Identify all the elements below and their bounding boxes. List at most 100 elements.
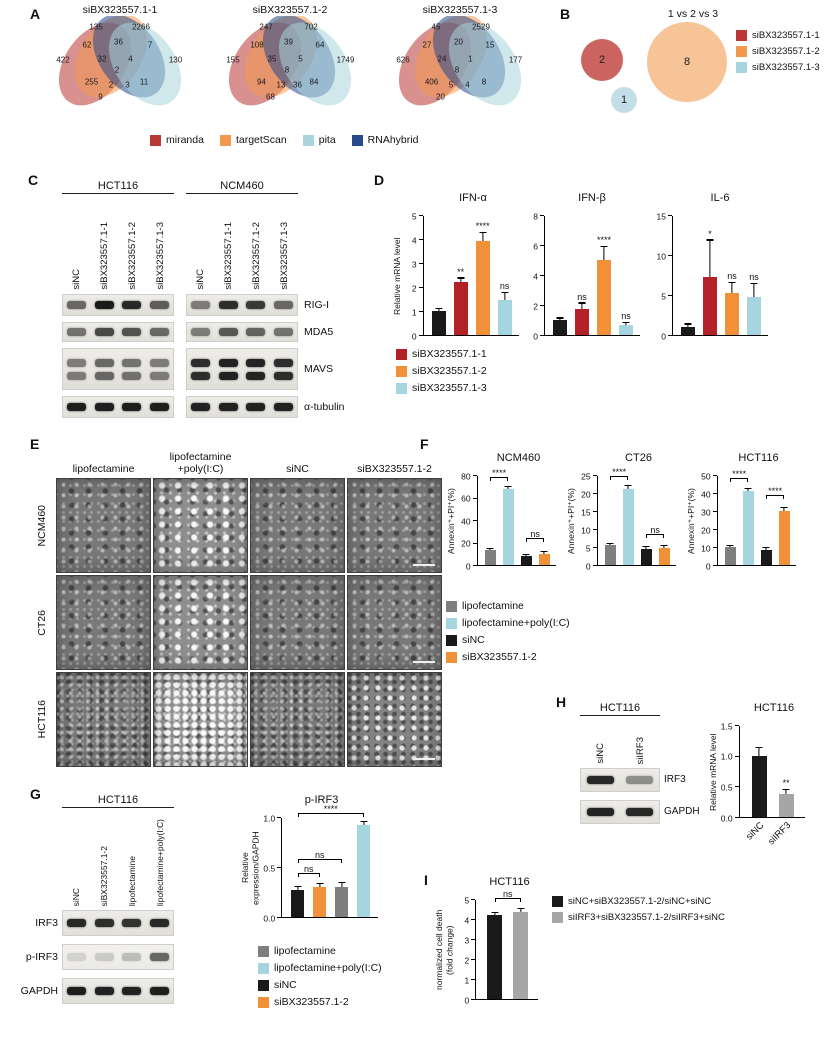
blot-band [215, 397, 243, 417]
micro-image-r3-c1 [56, 672, 151, 767]
y-axis-label: Relative mRNA level [392, 237, 402, 315]
error-bar-cap [762, 547, 770, 549]
y-tick-label: 4 [411, 234, 417, 245]
venn-count: 35 [267, 54, 277, 64]
error-bar [489, 549, 491, 551]
error-bar-cap [360, 820, 368, 822]
legend-swatch [446, 651, 457, 663]
venn-count: 177 [508, 55, 523, 65]
chart-title: HCT116 [738, 452, 779, 464]
blot-band [63, 295, 91, 315]
bar [502, 488, 514, 565]
y-tick-mark [540, 335, 544, 336]
venn-count: 5 [298, 54, 303, 64]
y-tick-label: 15 [656, 210, 666, 221]
bar [751, 755, 767, 817]
error-bar-cap [504, 485, 512, 487]
chart-title: NCM460 [496, 452, 541, 464]
y-tick-mark [734, 817, 739, 818]
legend-swatch [150, 134, 161, 146]
venn-count: 255 [84, 77, 99, 87]
blot-band [91, 323, 119, 341]
legend-item: siBX323557.1-2 [396, 365, 487, 377]
legend-label: siBX323557.1-2 [462, 651, 537, 663]
error-bar-cap [338, 881, 346, 883]
blot-band [270, 349, 298, 389]
legend-item: RNAhybrid [351, 134, 418, 146]
blot-rigi-hct116 [62, 294, 174, 316]
blot-band [63, 911, 91, 935]
significance-label: ns [303, 864, 314, 874]
significance-label: ns [314, 850, 325, 860]
y-tick-label: 3 [464, 934, 470, 945]
bar [484, 550, 496, 565]
blot-band [118, 397, 146, 417]
panel-d-label: D [374, 172, 385, 188]
error-bar-cap [624, 484, 632, 486]
bar [520, 556, 532, 565]
y-tick-mark [668, 215, 672, 216]
significance-label: ** [782, 778, 790, 789]
chart-annexin-hct116: HCT116 Annexin⁺+PI⁺(%) 0 10 20 30 40 50 **** **** [686, 452, 798, 570]
y-tick-mark [592, 529, 597, 530]
y-tick-label: 0 [585, 560, 591, 571]
y-tick-mark [712, 547, 717, 548]
bar [725, 293, 739, 335]
venn2-title: siBX323557.1-2 [252, 4, 328, 16]
venn-ellipses [228, 14, 352, 106]
venn-count: 9 [98, 92, 103, 102]
y-tick-label: 0 [465, 560, 471, 571]
venn-count: 11 [139, 77, 149, 87]
legend-label: lipofectamine+poly(I:C) [462, 617, 570, 629]
venn-count: 24 [437, 54, 447, 64]
venn-count: 20 [454, 37, 463, 47]
bar [760, 549, 772, 565]
blot-band [146, 945, 174, 969]
micro-image-r1-c4 [347, 478, 442, 573]
significance-label: **** [323, 804, 338, 814]
blot-band [242, 349, 270, 389]
legend-item: lipofectamine+poly(I:C) [258, 962, 382, 974]
y-tick-label: 0 [464, 994, 470, 1005]
y-tick-mark [277, 817, 282, 818]
venn-count: 45 [431, 22, 441, 32]
y-tick-mark [712, 529, 717, 530]
error-bar-cap [728, 281, 736, 283]
error-bar-cap [726, 544, 734, 546]
y-axis: 0 10 20 30 40 50 [697, 472, 717, 570]
blot-band [91, 945, 119, 969]
error-bar [559, 318, 561, 320]
chart-title: p-IRF3 [304, 794, 339, 806]
blot-mda5-ncm460 [186, 322, 298, 342]
error-bar [645, 547, 647, 549]
plot-area: ns ns **** [281, 804, 379, 918]
legend-item: siBX323557.1-3 [396, 382, 487, 394]
error-bar-cap [780, 507, 788, 509]
blot-mavs-hct116 [62, 348, 174, 390]
blot-band [187, 349, 215, 389]
micro-image-r2-c2 [153, 575, 248, 670]
lane-labels-hct116: siNC siBX323557.1-1 siBX323557.1-2 siBX3235… [62, 194, 174, 290]
legend-swatch [736, 30, 747, 41]
legend-item: miranda [150, 134, 204, 146]
bar [553, 320, 567, 335]
panel-a-label: A [30, 6, 41, 22]
blot-row-label-tubulin: α-tubulin [304, 401, 345, 413]
y-axis: 0 1 2 3 4 5 [455, 896, 476, 1004]
blot-band [63, 979, 91, 1003]
chart-title: HCT116 [489, 876, 530, 888]
y-tick-mark [712, 475, 717, 476]
error-bar [319, 884, 321, 887]
plot-area: * ns ns [672, 216, 768, 336]
venn1-title: siBX323557.1-1 [82, 4, 158, 16]
y-tick-mark [471, 899, 476, 900]
y-axis: 0 20 40 60 80 [457, 472, 477, 570]
error-bar-cap [479, 231, 487, 233]
error-bar-cap [600, 246, 608, 248]
bar [622, 489, 634, 565]
y-tick-label: 40 [461, 515, 471, 526]
panel-e-label: E [30, 436, 40, 452]
chart-irf3-mrna: HCT116 Relative mRNA level 0.0 0.5 1.0 1.5 ** s… [708, 702, 807, 847]
y-tick-label: 3 [411, 258, 417, 269]
venn-count: 2 [108, 80, 114, 90]
